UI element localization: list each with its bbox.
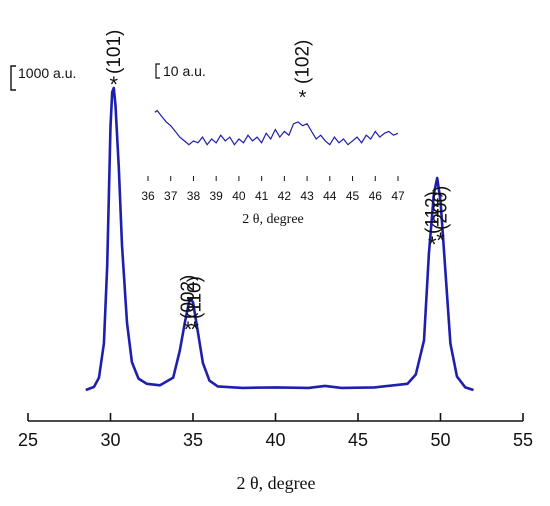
scale-bar-line bbox=[10, 65, 16, 91]
inset-x-axis-label: 2 θ, degree bbox=[242, 212, 304, 227]
peak-marker: * bbox=[428, 232, 437, 257]
inset-x-tick-label: 36 bbox=[141, 189, 155, 203]
inset-x-tick-label: 37 bbox=[164, 189, 178, 203]
x-tick-label: 50 bbox=[430, 430, 450, 450]
inset-x-tick-label: 42 bbox=[278, 189, 292, 203]
diffraction-curve bbox=[85, 86, 474, 392]
inset-x-tick-label: 44 bbox=[323, 189, 337, 203]
inset-x-tick-label: 46 bbox=[369, 189, 383, 203]
peak-marker: * bbox=[190, 317, 199, 342]
x-axis bbox=[27, 413, 524, 422]
x-tick-label: 35 bbox=[183, 430, 203, 450]
inset-x-tick-label: 43 bbox=[300, 189, 314, 203]
inset-plot: 10 a.u. 36 37 38 39 40 41 42 43 44 45 46 47 2 θ, de… bbox=[141, 40, 405, 227]
peak-marker: * bbox=[110, 72, 119, 97]
peak-label: (101) bbox=[104, 30, 125, 74]
x-tick-label: 45 bbox=[348, 430, 368, 450]
y-scale-label: 1000 a.u. bbox=[18, 65, 76, 81]
inset-peak-marker: * bbox=[299, 87, 307, 109]
peak-label: (112) bbox=[422, 191, 443, 234]
y-scale-bar bbox=[10, 65, 16, 91]
inset-x-tick-label: 45 bbox=[346, 189, 360, 203]
peak-marker: * bbox=[436, 228, 445, 253]
x-tick-label: 30 bbox=[100, 430, 120, 450]
inset-scale-label: 10 a.u. bbox=[163, 63, 206, 79]
inset-tick-labels: 36 37 38 39 40 41 42 43 44 45 46 47 bbox=[141, 176, 405, 203]
inset-x-tick-label: 38 bbox=[187, 189, 201, 203]
x-axis-label: 2 θ, degree bbox=[236, 473, 315, 493]
x-tick-labels: 25 30 35 40 45 50 55 bbox=[18, 430, 533, 450]
peak-label: (110) bbox=[185, 276, 206, 319]
inset-peak-label-text: (102) bbox=[293, 40, 314, 84]
inset-curve bbox=[154, 109, 399, 146]
inset-peak-label: * (102) bbox=[293, 40, 314, 109]
x-tick-label: 40 bbox=[265, 430, 285, 450]
x-tick-label: 25 bbox=[18, 430, 38, 450]
inset-scale-bar-line bbox=[155, 63, 160, 79]
inset-x-tick-label: 40 bbox=[232, 189, 246, 203]
peak-label: (200) bbox=[431, 186, 452, 230]
peak-marker: * bbox=[184, 317, 193, 342]
peak-label: (002) bbox=[178, 275, 199, 319]
peak-labels: *(101)*(002)*(110)*(112)*(200) bbox=[104, 30, 452, 342]
inset-x-tick-label: 39 bbox=[210, 189, 224, 203]
inset-x-tick-label: 47 bbox=[391, 189, 405, 203]
inset-x-tick-label: 41 bbox=[255, 189, 269, 203]
inset-scale-bar bbox=[155, 63, 160, 79]
x-tick-label: 55 bbox=[513, 430, 533, 450]
